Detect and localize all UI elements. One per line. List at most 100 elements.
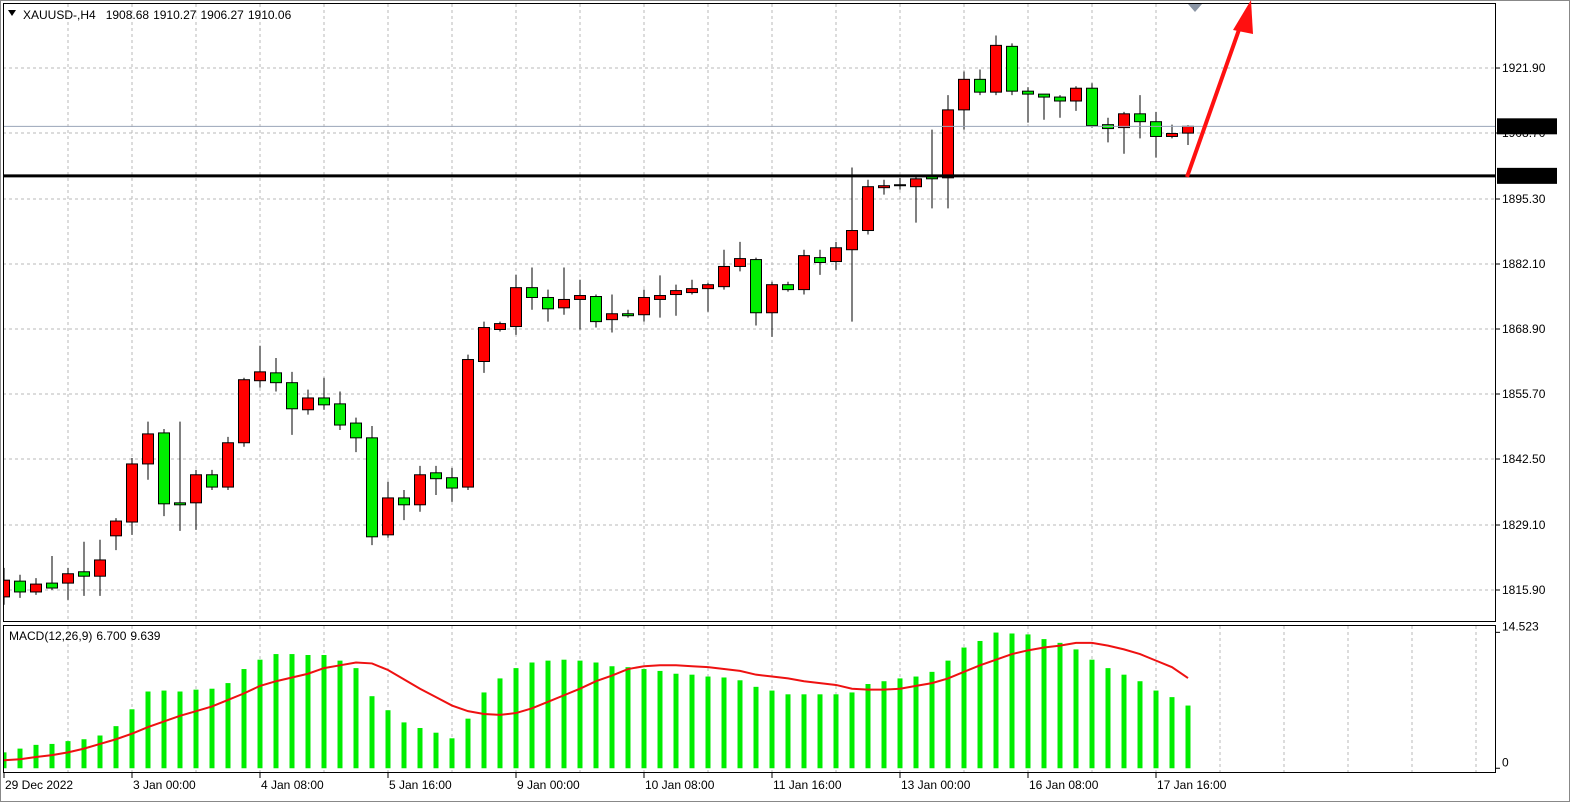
macd-bar [913, 676, 919, 769]
x-tick-label: 13 Jan 00:00 [901, 778, 971, 792]
macd-bar [785, 694, 791, 769]
candle-body [174, 502, 186, 506]
macd-bar [801, 694, 807, 769]
x-tick-label: 10 Jan 08:00 [645, 778, 715, 792]
macd-bar [689, 674, 695, 769]
macd-bar [225, 683, 231, 769]
candle-body [1006, 45, 1018, 92]
macd-bar [65, 741, 71, 769]
macd-bar [833, 694, 839, 769]
macd-bar [609, 666, 615, 769]
macd-bar [721, 677, 727, 769]
y-tick-label: 1842.50 [1502, 452, 1546, 466]
macd-bar [737, 680, 743, 769]
candle-body [1182, 125, 1194, 134]
candle-body [734, 258, 746, 267]
macd-bar [753, 686, 759, 769]
candle-body [142, 433, 154, 465]
macd-title: MACD(12,26,9) [9, 629, 92, 643]
macd-bar [625, 667, 631, 769]
macd-bar [1073, 649, 1079, 769]
candle-body [718, 265, 730, 288]
candle-body [1134, 113, 1146, 123]
candle-body [190, 474, 202, 504]
x-tick-label: 17 Jan 16:00 [1157, 778, 1227, 792]
candle-body [830, 247, 842, 263]
candle-body [430, 472, 442, 480]
candle-body [62, 573, 74, 584]
macd-bar [593, 662, 599, 769]
shift-marker [1188, 4, 1202, 12]
candle-body [206, 474, 218, 488]
y-tick-label: 1868.90 [1502, 322, 1546, 336]
macd-bar [193, 689, 199, 769]
candle-body [1150, 121, 1162, 137]
macd-bar [513, 668, 519, 769]
signal-line [3, 641, 1189, 762]
candle-body [1038, 93, 1050, 98]
macd-bar [273, 654, 279, 769]
macd-bar [1153, 690, 1159, 769]
macd-bar [1041, 639, 1047, 769]
x-tick-label: 29 Dec 2022 [5, 778, 73, 792]
low-value: 1906.27 [200, 8, 244, 22]
candle-body [1166, 133, 1178, 137]
macd-header: MACD(12,26,9) 6.700 9.639 [9, 629, 161, 643]
candle-body [654, 295, 666, 300]
price-panel-border [3, 3, 1496, 622]
candle-body [974, 78, 986, 93]
candle-body [350, 422, 362, 439]
high-value: 1910.27 [153, 8, 197, 22]
candle-body [414, 474, 426, 506]
macd-bar [849, 692, 855, 769]
x-tick-label: 11 Jan 16:00 [773, 778, 842, 792]
macd-bar [705, 676, 711, 769]
candle-body [846, 230, 858, 251]
candle-body [990, 44, 1002, 93]
arrow-shaft [1185, 23, 1243, 178]
macd-bar [545, 660, 551, 769]
candle-body [590, 296, 602, 323]
macd-bar [865, 684, 871, 769]
macd-bar [241, 669, 247, 769]
candle-body [270, 372, 282, 384]
macd-bar [961, 647, 967, 769]
macd-bar [881, 681, 887, 769]
candle-body [126, 463, 138, 523]
candle-body [750, 259, 762, 314]
candle-body [14, 580, 26, 593]
signal-value: 9.639 [130, 629, 160, 643]
candle-body [46, 582, 58, 589]
candle-body [382, 497, 394, 536]
candle-body [558, 298, 570, 309]
macd-bar [337, 660, 343, 769]
candle-body [30, 583, 42, 593]
macd-bar [769, 690, 775, 769]
macd-bar [145, 691, 151, 769]
candle-body [606, 313, 618, 321]
candle-body [334, 403, 346, 426]
x-tick-label: 16 Jan 08:00 [1029, 778, 1099, 792]
macd-bar [929, 671, 935, 769]
macd-bar [465, 718, 471, 769]
collapse-icon[interactable] [8, 10, 16, 16]
macd-bar [1169, 697, 1175, 769]
y-tick-label: 1882.10 [1502, 257, 1546, 271]
candle-body [702, 284, 714, 290]
candle-body [798, 255, 810, 291]
price-label-box [1497, 118, 1557, 135]
close-value: 1910.06 [248, 8, 292, 22]
macd-bar [1089, 659, 1095, 769]
x-tick-label: 5 Jan 16:00 [389, 778, 452, 792]
candle-body [318, 397, 330, 406]
candle-body [526, 287, 538, 298]
price-label: 1900.00 [1502, 169, 1546, 183]
y-tick-label: 14.523 [1502, 620, 1539, 634]
candle-body [670, 290, 682, 296]
macd-bar [257, 659, 263, 769]
macd-bar [529, 662, 535, 769]
macd-bar [129, 709, 135, 769]
candle-body [1118, 113, 1130, 129]
